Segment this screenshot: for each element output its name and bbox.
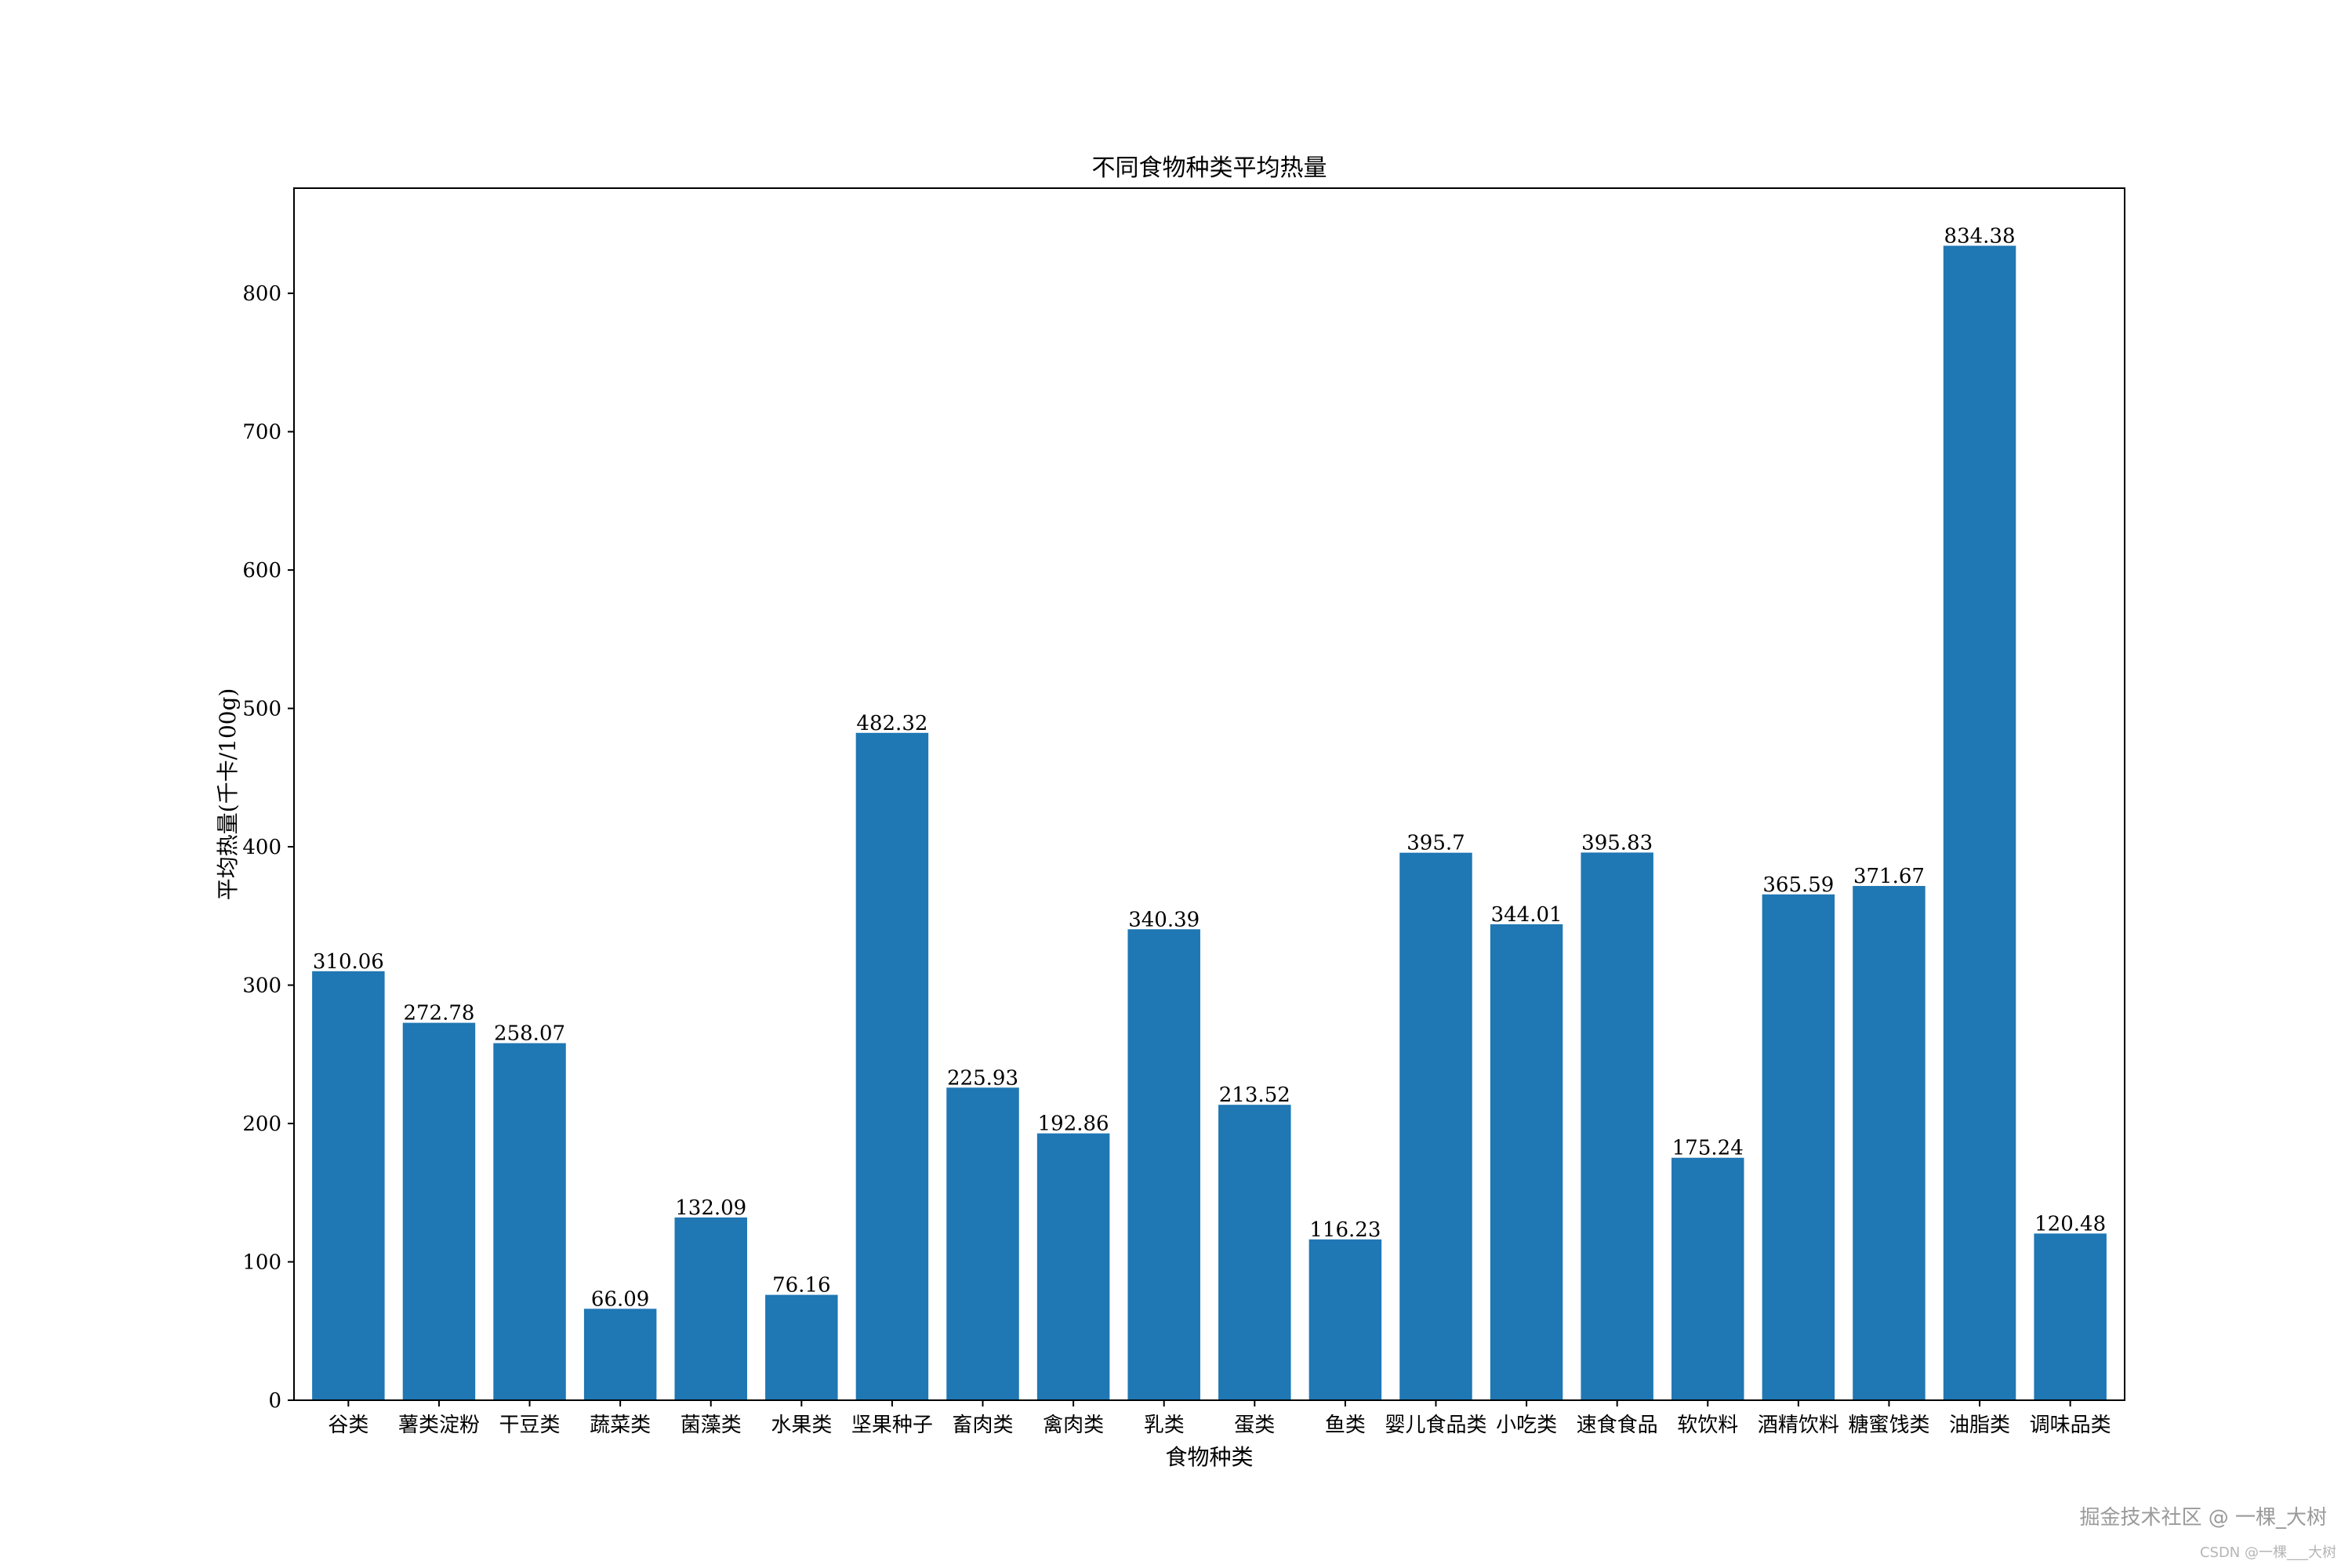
bar-value-label-9: 340.39 xyxy=(1128,908,1200,931)
bar-value-label-0: 310.06 xyxy=(313,950,384,974)
bar-9 xyxy=(1127,929,1200,1400)
bar-19 xyxy=(2034,1233,2107,1400)
bar-value-label-6: 482.32 xyxy=(856,712,927,735)
bar-value-label-16: 365.59 xyxy=(1762,873,1834,897)
bar-8 xyxy=(1036,1133,1110,1400)
bar-11 xyxy=(1308,1239,1382,1400)
bar-value-label-5: 76.16 xyxy=(772,1274,830,1298)
bar-value-label-10: 213.52 xyxy=(1219,1083,1290,1107)
bar-14 xyxy=(1581,852,1653,1400)
chart-title: 不同食物种类平均热量 xyxy=(1092,154,1327,182)
bar-value-label-12: 395.7 xyxy=(1406,832,1465,855)
bar-value-label-1: 272.78 xyxy=(403,1002,474,1025)
bar-7 xyxy=(946,1087,1019,1400)
y-tick-label-6: 600 xyxy=(242,559,281,583)
bars-group xyxy=(312,245,2107,1400)
bar-value-label-18: 834.38 xyxy=(1944,224,2016,248)
x-tick-label-9: 乳类 xyxy=(1144,1414,1185,1437)
bar-3 xyxy=(583,1308,657,1400)
y-axis-title: 平均热量(千卡/100g) xyxy=(215,688,241,901)
value-labels-group: 310.06 272.78 258.07 66.09 132.09 76.16 482.32… xyxy=(313,224,2106,1311)
x-tick-label-16: 酒精饮料 xyxy=(1758,1414,1839,1437)
bar-value-label-19: 120.48 xyxy=(2034,1212,2106,1236)
bar-value-label-3: 66.09 xyxy=(591,1287,649,1311)
x-tick-label-4: 菌藻类 xyxy=(681,1414,742,1437)
x-tick-label-19: 调味品类 xyxy=(2030,1414,2111,1437)
x-axis-title: 食物种类 xyxy=(1165,1444,1253,1470)
bar-12 xyxy=(1399,852,1472,1400)
watermark-juejin: 掘金技术社区 @ 一棵_大树 xyxy=(2079,1506,2327,1530)
x-tick-label-13: 小吃类 xyxy=(1496,1414,1557,1437)
x-tick-label-6: 坚果种子 xyxy=(851,1414,933,1437)
y-tick-label-7: 700 xyxy=(242,421,281,445)
bar-6 xyxy=(855,732,929,1400)
x-tick-label-10: 蛋类 xyxy=(1234,1414,1275,1437)
bar-2 xyxy=(493,1043,566,1400)
x-tick-label-15: 软饮料 xyxy=(1677,1414,1738,1437)
bar-17 xyxy=(1853,886,1926,1400)
y-tick-label-5: 500 xyxy=(242,698,281,721)
x-tick-label-5: 水果类 xyxy=(771,1414,832,1437)
x-tick-label-1: 薯类淀粉 xyxy=(398,1414,480,1437)
bar-value-label-11: 116.23 xyxy=(1309,1218,1381,1242)
bar-value-label-4: 132.09 xyxy=(675,1196,746,1220)
y-tick-label-0: 0 xyxy=(268,1389,281,1413)
bar-value-label-13: 344.01 xyxy=(1491,903,1563,927)
bar-value-label-7: 225.93 xyxy=(947,1066,1018,1090)
bar-value-label-8: 192.86 xyxy=(1038,1112,1109,1136)
bar-1 xyxy=(402,1022,476,1400)
x-tick-label-12: 婴儿食品类 xyxy=(1385,1414,1486,1437)
bar-18 xyxy=(1943,245,2016,1400)
bar-0 xyxy=(312,971,385,1400)
bar-15 xyxy=(1671,1157,1744,1400)
x-tick-label-14: 速食食品 xyxy=(1577,1414,1658,1437)
x-tick-label-0: 谷类 xyxy=(328,1414,368,1437)
y-tick-label-4: 400 xyxy=(242,836,281,859)
y-tick-label-3: 300 xyxy=(242,975,281,998)
bar-value-label-14: 395.83 xyxy=(1581,831,1653,855)
bar-13 xyxy=(1490,924,1563,1400)
bar-value-label-17: 371.67 xyxy=(1853,865,1925,888)
x-axis: 谷类 薯类淀粉 干豆类 蔬菜类 菌藻类 水果类 坚果种子 畜肉类 禽肉类 乳类 蛋类 鱼类 婴儿食品类小… xyxy=(328,1400,2111,1437)
y-axis: 0 100 200 300 400 500 600 700 800 xyxy=(242,282,294,1413)
x-tick-label-18: 油脂类 xyxy=(1949,1414,2010,1437)
bar-value-label-2: 258.07 xyxy=(494,1022,565,1046)
bar-5 xyxy=(765,1294,838,1400)
x-tick-label-3: 蔬菜类 xyxy=(590,1414,651,1437)
x-tick-label-2: 干豆类 xyxy=(499,1414,561,1437)
bar-4 xyxy=(674,1217,747,1400)
bar-10 xyxy=(1218,1105,1291,1400)
y-tick-label-2: 200 xyxy=(242,1112,281,1136)
x-tick-label-17: 糖蜜饯类 xyxy=(1848,1414,1929,1437)
bar-16 xyxy=(1762,894,1835,1400)
x-tick-label-7: 畜肉类 xyxy=(953,1414,1014,1437)
bar-value-label-15: 175.24 xyxy=(1672,1137,1744,1160)
watermark-csdn: CSDN @一棵___大树 xyxy=(2199,1544,2336,1561)
y-tick-label-8: 800 xyxy=(242,282,281,306)
plot-frame xyxy=(293,187,2125,1401)
x-tick-label-8: 禽肉类 xyxy=(1043,1414,1104,1437)
x-tick-label-11: 鱼类 xyxy=(1325,1414,1366,1437)
y-tick-label-1: 100 xyxy=(242,1251,281,1275)
